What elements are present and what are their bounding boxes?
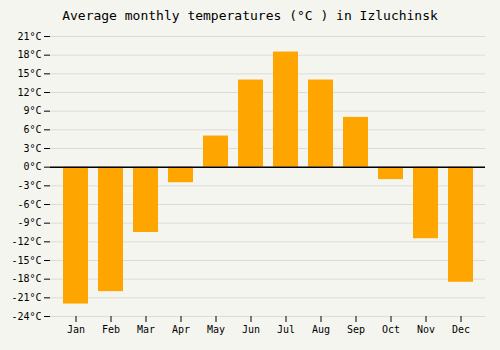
svg-text:-24°C: -24°C <box>11 311 41 322</box>
svg-text:21°C: 21°C <box>17 31 41 42</box>
svg-text:Oct: Oct <box>382 324 400 335</box>
svg-text:-15°C: -15°C <box>11 255 41 266</box>
svg-text:Dec: Dec <box>452 324 470 335</box>
svg-text:Nov: Nov <box>417 324 435 335</box>
svg-text:Mar: Mar <box>137 324 155 335</box>
svg-text:3°C: 3°C <box>23 143 41 154</box>
svg-text:0°C: 0°C <box>23 161 41 172</box>
html-text:Average monthly temperatures (: Average monthly temperatures (°C ) in Iz… <box>62 8 438 23</box>
svg-text:Jun: Jun <box>242 324 260 335</box>
svg-text:Apr: Apr <box>172 324 190 335</box>
svg-text:15°C: 15°C <box>17 68 41 79</box>
svg-text:12°C: 12°C <box>17 87 41 98</box>
svg-text:Sep: Sep <box>347 324 365 335</box>
svg-text:-9°C: -9°C <box>17 217 41 228</box>
svg-text:Feb: Feb <box>102 324 120 335</box>
svg-text:Aug: Aug <box>312 324 330 335</box>
svg-text:18°C: 18°C <box>17 49 41 60</box>
svg-text:-18°C: -18°C <box>11 273 41 284</box>
svg-text:-12°C: -12°C <box>11 236 41 247</box>
svg-text:-21°C: -21°C <box>11 292 41 303</box>
svg-text:Jan: Jan <box>67 324 85 335</box>
svg-text:May: May <box>207 324 225 335</box>
svg-text:9°C: 9°C <box>23 105 41 116</box>
svg-text:-6°C: -6°C <box>17 199 41 210</box>
svg-text:-3°C: -3°C <box>17 180 41 191</box>
svg-text:Jul: Jul <box>277 324 295 335</box>
svg-text:6°C: 6°C <box>23 124 41 135</box>
